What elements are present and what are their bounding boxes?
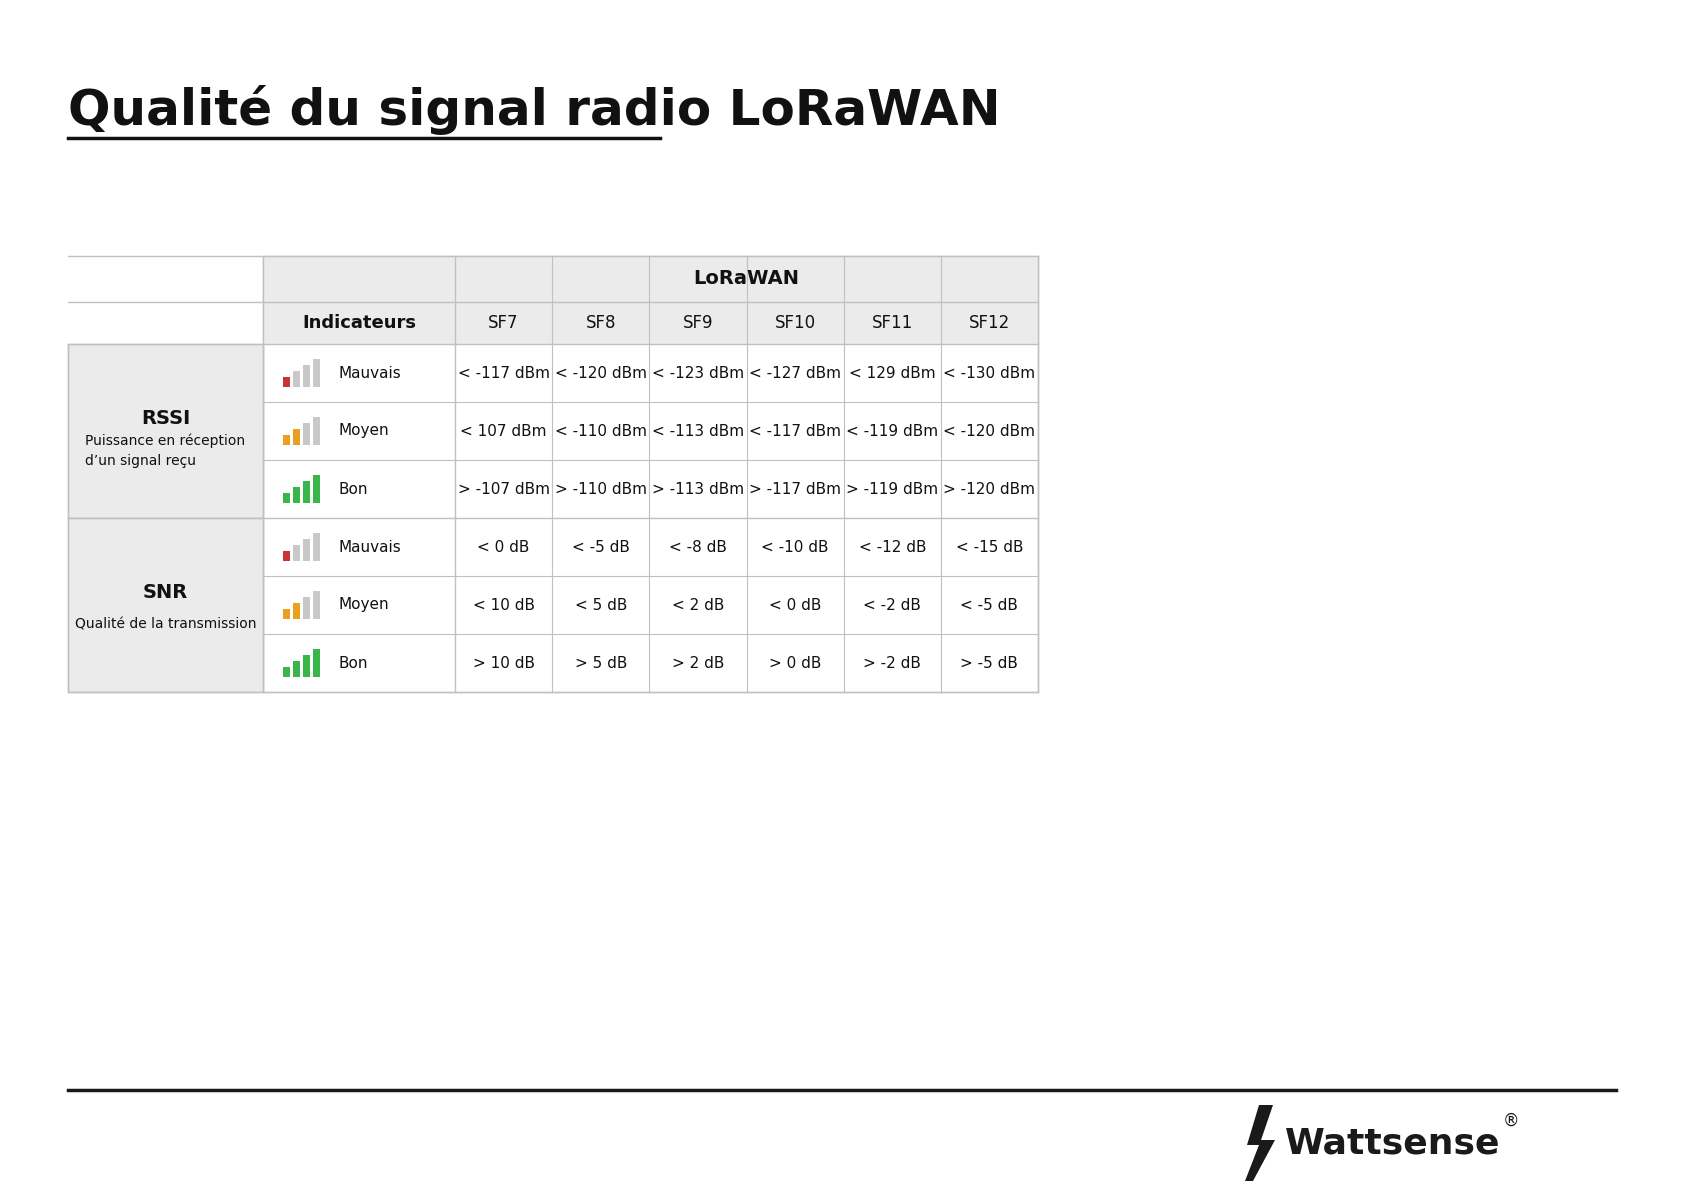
Bar — [293, 603, 300, 619]
Bar — [303, 423, 310, 445]
Text: RSSI: RSSI — [141, 410, 190, 429]
Text: > 10 dB: > 10 dB — [473, 655, 534, 671]
Text: < -127 dBm: < -127 dBm — [749, 366, 840, 380]
Text: < 107 dBm: < 107 dBm — [460, 424, 547, 438]
Text: > -113 dBm: > -113 dBm — [652, 481, 744, 497]
Text: < -8 dB: < -8 dB — [669, 540, 727, 555]
Text: Qualité de la transmission: Qualité de la transmission — [74, 618, 256, 632]
Bar — [67, 518, 263, 692]
Text: SF10: SF10 — [775, 314, 815, 332]
Text: < -120 dBm: < -120 dBm — [943, 424, 1036, 438]
Bar — [313, 475, 320, 503]
Bar — [303, 655, 310, 676]
Text: < -123 dBm: < -123 dBm — [652, 366, 744, 380]
Text: < -113 dBm: < -113 dBm — [652, 424, 744, 438]
Text: > -5 dB: > -5 dB — [960, 655, 1019, 671]
Text: < 10 dB: < 10 dB — [473, 598, 534, 612]
Text: < -117 dBm: < -117 dBm — [458, 366, 549, 380]
Text: Puissance en réception
d’un signal reçu: Puissance en réception d’un signal reçu — [86, 434, 246, 468]
Bar — [313, 534, 320, 561]
Bar — [293, 661, 300, 676]
Text: SF9: SF9 — [682, 314, 712, 332]
Text: < -5 dB: < -5 dB — [573, 540, 630, 555]
Polygon shape — [1244, 1105, 1275, 1181]
Text: > 2 dB: > 2 dB — [672, 655, 724, 671]
Text: > -119 dBm: > -119 dBm — [845, 481, 938, 497]
Text: SF7: SF7 — [488, 314, 519, 332]
Text: SF12: SF12 — [968, 314, 1010, 332]
Bar — [313, 358, 320, 387]
Bar — [293, 429, 300, 445]
Text: > -110 dBm: > -110 dBm — [554, 481, 647, 497]
Bar — [283, 609, 290, 619]
Text: < -10 dB: < -10 dB — [761, 540, 829, 555]
Bar — [263, 256, 455, 344]
Text: < -117 dBm: < -117 dBm — [749, 424, 840, 438]
Text: Moyen: Moyen — [338, 424, 389, 438]
Text: < -12 dB: < -12 dB — [859, 540, 926, 555]
Text: SNR: SNR — [143, 584, 189, 603]
Text: > -2 dB: > -2 dB — [864, 655, 921, 671]
Text: < -110 dBm: < -110 dBm — [554, 424, 647, 438]
Bar — [303, 364, 310, 387]
Text: < -119 dBm: < -119 dBm — [845, 424, 938, 438]
Text: < -130 dBm: < -130 dBm — [943, 366, 1036, 380]
Text: Wattsense: Wattsense — [1285, 1125, 1500, 1160]
Bar — [283, 667, 290, 676]
Bar — [455, 256, 1037, 344]
Bar — [303, 540, 310, 561]
Text: Moyen: Moyen — [338, 598, 389, 612]
Text: < -5 dB: < -5 dB — [960, 598, 1019, 612]
Bar — [293, 545, 300, 561]
Text: < 0 dB: < 0 dB — [770, 598, 822, 612]
Text: Mauvais: Mauvais — [338, 366, 401, 380]
Bar — [293, 487, 300, 503]
Bar — [263, 256, 1037, 692]
Bar — [293, 372, 300, 387]
Text: Indicateurs: Indicateurs — [301, 314, 416, 332]
Bar — [313, 649, 320, 676]
Text: ®: ® — [1504, 1112, 1519, 1130]
Text: > -120 dBm: > -120 dBm — [943, 481, 1036, 497]
Bar — [283, 493, 290, 503]
Bar — [303, 481, 310, 503]
Text: < 5 dB: < 5 dB — [574, 598, 626, 612]
Text: > -107 dBm: > -107 dBm — [458, 481, 549, 497]
Bar — [313, 417, 320, 445]
Text: > -117 dBm: > -117 dBm — [749, 481, 840, 497]
Text: < -15 dB: < -15 dB — [955, 540, 1024, 555]
Text: > 0 dB: > 0 dB — [770, 655, 822, 671]
Bar — [303, 597, 310, 619]
Text: < 0 dB: < 0 dB — [477, 540, 530, 555]
Bar — [283, 435, 290, 445]
Text: < -120 dBm: < -120 dBm — [554, 366, 647, 380]
Text: SF11: SF11 — [872, 314, 913, 332]
Bar — [67, 344, 263, 518]
Text: < 2 dB: < 2 dB — [672, 598, 724, 612]
Text: > 5 dB: > 5 dB — [574, 655, 626, 671]
Bar — [313, 591, 320, 619]
Text: < 129 dBm: < 129 dBm — [849, 366, 936, 380]
Text: Bon: Bon — [338, 481, 367, 497]
Bar — [283, 551, 290, 561]
Text: Bon: Bon — [338, 655, 367, 671]
Text: Mauvais: Mauvais — [338, 540, 401, 555]
Text: SF8: SF8 — [586, 314, 616, 332]
Text: Qualité du signal radio LoRaWAN: Qualité du signal radio LoRaWAN — [67, 85, 1000, 135]
Bar — [283, 378, 290, 387]
Text: < -2 dB: < -2 dB — [864, 598, 921, 612]
Text: LoRaWAN: LoRaWAN — [694, 269, 800, 288]
